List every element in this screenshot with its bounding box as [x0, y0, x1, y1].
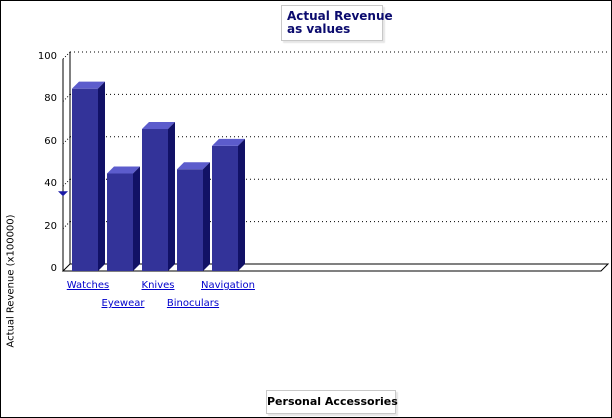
category-link[interactable]: Knives	[141, 280, 175, 291]
chart-title-box: Actual Revenue as values	[281, 5, 393, 41]
y-axis-label: Actual Revenue (x100000)	[5, 214, 17, 348]
chart-title-line-2: as values	[287, 22, 351, 36]
gridline-diag	[62, 178, 71, 187]
gridline-diag	[62, 51, 71, 60]
gridline-diag	[62, 136, 71, 145]
y-tick-label: 20	[44, 220, 57, 232]
bar-side	[98, 81, 105, 272]
y-tick-label: 60	[44, 135, 57, 147]
y-tick-label: 100	[37, 51, 57, 62]
bar-top	[72, 81, 105, 89]
bar	[177, 169, 203, 271]
bar	[107, 173, 133, 271]
chart-title-line-1: Actual Revenue	[287, 9, 393, 23]
y-tick-label: 80	[44, 93, 57, 105]
bar-top	[177, 162, 210, 170]
y-tick-label: 40	[44, 178, 57, 190]
bar-top	[107, 166, 140, 174]
bar	[212, 145, 238, 271]
bar-top	[212, 138, 245, 146]
y-tick-label: 0	[50, 263, 57, 274]
gridline-diag	[62, 94, 71, 102]
category-link[interactable]: Watches	[66, 280, 110, 291]
bar	[72, 88, 98, 272]
gridline-diag	[62, 221, 71, 229]
bar-top	[142, 121, 175, 129]
bar	[142, 128, 168, 271]
x-axis-title: Personal Accessories	[267, 395, 398, 408]
bar-side	[168, 121, 175, 272]
bar-side	[133, 166, 140, 271]
category-link[interactable]: Binoculars	[166, 298, 220, 309]
bar-side	[238, 138, 245, 271]
axis-marker-icon	[58, 191, 68, 197]
bar-side	[203, 162, 210, 271]
category-link[interactable]: Navigation	[201, 280, 255, 291]
category-link[interactable]: Eyewear	[101, 298, 145, 309]
x-axis-title-box: Personal Accessories	[266, 390, 398, 414]
